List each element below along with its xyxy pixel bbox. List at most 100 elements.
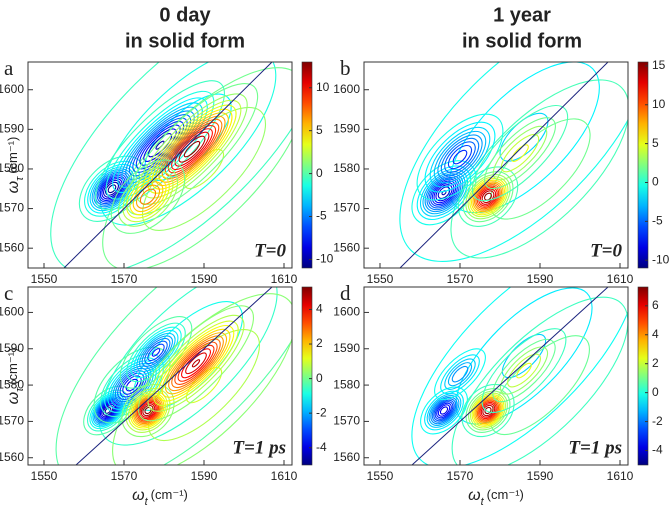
colorbar-tick-label: -2 — [316, 405, 327, 419]
label-part: (cm⁻¹) — [151, 487, 188, 502]
contour-line — [465, 388, 511, 433]
colorbar-tick-label: 0 — [652, 175, 659, 189]
label-part: (cm⁻¹) — [487, 487, 524, 502]
contour-line — [471, 179, 505, 214]
contour-line — [103, 179, 121, 198]
x-tick-label: 1590 — [191, 469, 218, 483]
contour-line — [428, 395, 460, 426]
contour-line — [447, 362, 473, 387]
plot-frame — [363, 61, 629, 269]
contour-line — [468, 390, 508, 431]
x-tick-label: 1590 — [527, 469, 554, 483]
colorbar-tick-label: 6 — [652, 298, 659, 312]
x-tick-label: 1610 — [271, 469, 298, 483]
colorbar-tick-label: -10 — [316, 252, 334, 266]
contour-line — [433, 399, 455, 422]
contour-line — [119, 316, 193, 389]
contour-line — [96, 173, 128, 205]
y-tick-label: 1590 — [333, 341, 360, 355]
label-part: τ — [14, 176, 26, 181]
contour-line — [416, 113, 504, 201]
label-part: ω — [5, 392, 22, 404]
y-tick-label: 1560 — [0, 240, 24, 254]
contour-line — [399, 62, 628, 262]
contour-line — [110, 363, 154, 408]
contour-line — [484, 117, 556, 189]
y-tick-label: 1600 — [0, 305, 24, 319]
label-part: τ — [14, 387, 26, 392]
contour-line — [105, 90, 215, 200]
contour-line — [139, 335, 173, 370]
colorbar-tick-label: 0 — [316, 371, 323, 385]
contour-line — [161, 118, 223, 180]
contour-line — [174, 131, 210, 167]
contour-line — [467, 176, 509, 218]
contour-line — [482, 404, 494, 417]
contour-line — [142, 404, 154, 417]
contour-line — [141, 337, 171, 367]
y-tick-label: 1570 — [0, 201, 24, 215]
contour-line — [55, 287, 292, 465]
colorbar-tick-label: -4 — [652, 443, 663, 457]
contour-line — [469, 392, 507, 429]
contour-line — [480, 403, 496, 418]
contour-line — [121, 383, 175, 438]
contour-line — [165, 332, 227, 395]
contour-line — [451, 296, 628, 465]
column-title: 0 day — [159, 4, 211, 26]
contour-line — [471, 104, 569, 202]
colorbar-tick-label: 2 — [316, 336, 323, 350]
panel-label: c — [4, 281, 13, 305]
contour-line — [457, 166, 519, 227]
contour-line — [499, 112, 549, 162]
contour-line — [481, 328, 567, 414]
contour-line — [473, 395, 503, 426]
contour-line — [437, 134, 483, 180]
contour-line — [500, 133, 540, 173]
contour-line — [117, 102, 203, 188]
contour-line — [185, 352, 207, 375]
contour-line — [479, 401, 497, 420]
contour-line — [476, 399, 500, 422]
contour-line — [181, 348, 211, 379]
contour-line — [142, 99, 242, 199]
colorbar — [301, 61, 313, 269]
annotation: T=0 — [590, 240, 622, 261]
contour-line — [99, 402, 117, 419]
contour-line — [147, 329, 261, 442]
annotation: T=1 ps — [568, 437, 622, 458]
x-axis-label: ωt (cm⁻¹) — [132, 487, 188, 508]
y-axis-label: ωτ (cm⁻¹) — [5, 137, 26, 194]
contour-line — [158, 115, 226, 183]
contour-line — [144, 340, 168, 365]
label-part: (cm⁻¹) — [5, 137, 20, 174]
contour-line — [430, 396, 458, 425]
x-tick-label: 1570 — [447, 469, 474, 483]
contour-line — [499, 346, 549, 395]
contour-line — [126, 322, 186, 383]
colorbar-tick-label: 10 — [652, 97, 666, 111]
x-tick-label: 1550 — [367, 272, 394, 286]
contour-line — [168, 335, 224, 392]
contours — [411, 287, 628, 465]
contour-line — [171, 338, 221, 388]
x-tick-label: 1610 — [271, 272, 298, 286]
colorbar-tick-label: 4 — [316, 302, 323, 316]
y-tick-label: 1580 — [0, 161, 24, 175]
contour-line — [469, 178, 507, 216]
panel-label: a — [4, 56, 14, 80]
y-tick-label: 1560 — [333, 450, 360, 464]
column-title: 1 year — [493, 4, 551, 26]
y-tick-label: 1590 — [333, 122, 360, 136]
contour-line — [157, 325, 235, 402]
contour-line — [101, 403, 115, 418]
contour-line — [437, 404, 451, 417]
diagonal — [63, 62, 273, 268]
contour-line — [144, 93, 232, 181]
contour-line — [89, 391, 127, 430]
contour-line — [490, 335, 590, 436]
x-tick-label: 1550 — [31, 272, 58, 286]
x-tick-label: 1570 — [111, 272, 138, 286]
contour-line — [475, 184, 501, 210]
colorbar-tick-label: 2 — [652, 356, 659, 370]
